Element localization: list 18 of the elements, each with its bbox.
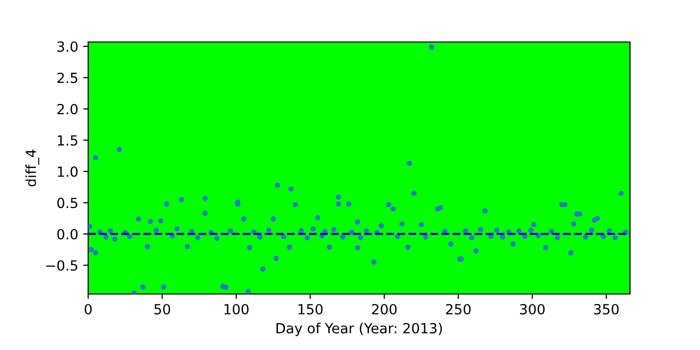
x-tick-label: 200 bbox=[372, 304, 397, 314]
y-tick-label: 1.5 bbox=[58, 135, 78, 146]
y-tick-label: 0.0 bbox=[57, 228, 78, 240]
y-tick-label: 1.0 bbox=[58, 166, 78, 177]
y-axis-title: diff_4 bbox=[25, 150, 40, 186]
y-tick-label: −0.5 bbox=[46, 260, 78, 271]
y-tick-label: 0.5 bbox=[57, 198, 78, 208]
x-tick-label: 100 bbox=[224, 304, 249, 314]
y-tick-label: 2.0 bbox=[57, 104, 78, 114]
x-tick-label: 250 bbox=[446, 304, 471, 314]
y-tick-label: 3.0 bbox=[57, 41, 78, 52]
x-tick-label: 300 bbox=[520, 304, 545, 314]
x-tick-label: 0 bbox=[84, 304, 92, 314]
y-tick-label: 2.5 bbox=[57, 72, 78, 84]
x-tick-label: 350 bbox=[594, 304, 619, 314]
x-tick-label: 150 bbox=[298, 304, 323, 314]
x-tick-label: 50 bbox=[154, 304, 170, 314]
x-axis-title: Day of Year (Year: 2013) bbox=[276, 322, 442, 336]
